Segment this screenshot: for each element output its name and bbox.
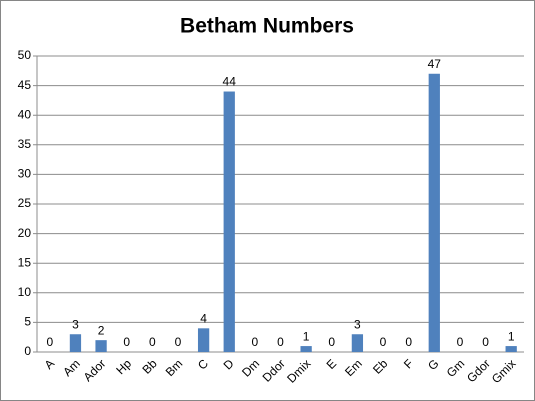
chart-title: Betham Numbers [180,15,354,38]
bar [69,334,82,352]
bar [351,334,364,352]
data-label: 0 [277,335,284,349]
y-tick-label: 50 [18,48,32,62]
bar [428,73,440,352]
data-label: 1 [508,329,515,343]
data-label: 44 [223,75,237,89]
bar [95,340,107,352]
data-label: 0 [457,335,464,349]
data-label: 1 [303,329,310,343]
y-tick-label: 5 [24,315,31,329]
y-tick-label: 25 [18,196,32,210]
data-label: 0 [46,335,53,349]
data-label: 0 [123,335,130,349]
data-label: 0 [482,335,489,349]
data-label: 3 [354,317,361,331]
y-tick-label: 0 [24,344,31,358]
y-tick-label: 15 [18,255,32,269]
data-label: 0 [405,335,412,349]
y-tick-label: 10 [18,285,32,299]
y-tick-label: 20 [18,226,32,240]
bar [300,346,312,352]
data-label: 4 [200,311,207,325]
y-tick-label: 30 [18,167,32,181]
bar [505,346,517,352]
y-tick-label: 40 [18,107,32,121]
data-label: 3 [72,317,79,331]
data-label: 2 [98,323,105,337]
data-label: 0 [380,335,387,349]
y-tick-label: 35 [18,137,32,151]
bar [223,91,235,353]
bar [197,328,210,352]
data-label: 0 [252,335,259,349]
y-tick-label: 45 [18,78,32,92]
data-label: 47 [428,57,442,71]
data-label: 0 [175,335,182,349]
data-label: 0 [328,335,335,349]
data-label: 0 [149,335,156,349]
